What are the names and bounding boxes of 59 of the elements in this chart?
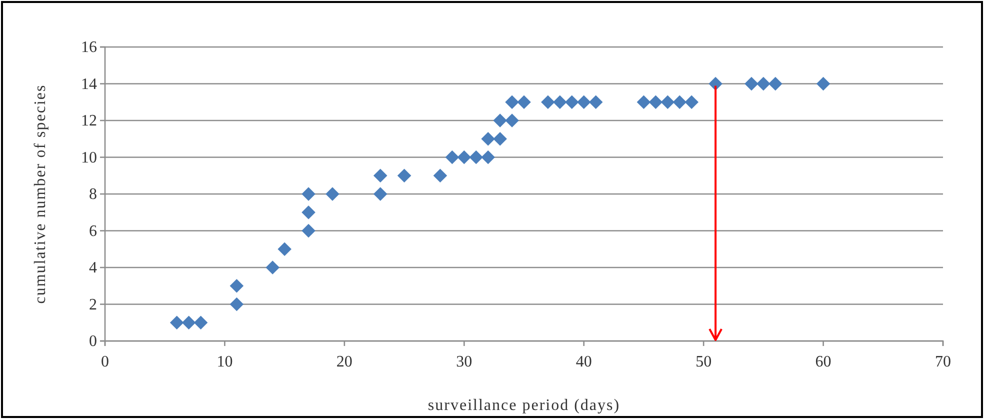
y-tick-label: 10 xyxy=(81,149,97,166)
point xyxy=(768,76,782,91)
x-tick-label: 60 xyxy=(815,354,832,371)
point xyxy=(756,76,770,91)
point xyxy=(182,316,196,330)
point xyxy=(553,95,567,110)
point xyxy=(505,114,519,128)
point xyxy=(433,168,448,183)
point xyxy=(816,76,830,91)
y-tick-label: 14 xyxy=(81,76,97,93)
x-tick-label: 20 xyxy=(336,354,352,371)
point xyxy=(266,260,280,274)
point xyxy=(588,95,603,110)
point xyxy=(648,95,663,110)
point xyxy=(505,95,519,110)
point xyxy=(170,316,184,330)
point xyxy=(278,242,292,256)
point xyxy=(302,187,316,201)
point xyxy=(744,76,758,91)
y-tick-label: 6 xyxy=(89,222,97,240)
x-tick-label: 50 xyxy=(696,354,712,371)
point xyxy=(373,168,388,183)
point xyxy=(517,95,531,110)
y-tick-label: 2 xyxy=(89,296,97,314)
y-tick-label: 12 xyxy=(81,112,97,130)
point xyxy=(481,132,495,146)
x-tick-label: 10 xyxy=(216,354,233,371)
point xyxy=(445,150,460,164)
point xyxy=(457,150,472,164)
x-tick-label: 0 xyxy=(101,354,109,371)
point xyxy=(302,205,316,220)
x-tick-label: 30 xyxy=(456,354,472,371)
point xyxy=(708,76,722,91)
y-tick-label: 4 xyxy=(89,260,97,277)
point xyxy=(684,95,698,110)
point xyxy=(373,187,388,201)
point xyxy=(397,168,412,183)
point xyxy=(230,297,244,312)
y-tick-label: 16 xyxy=(81,39,97,56)
x-tick-label: 40 xyxy=(576,354,592,371)
x-tick-label: 70 xyxy=(935,354,951,371)
point xyxy=(564,95,579,110)
point xyxy=(230,278,244,293)
point xyxy=(469,150,484,164)
point xyxy=(326,187,340,201)
point xyxy=(493,114,507,128)
point xyxy=(636,95,651,110)
point xyxy=(302,224,316,238)
point xyxy=(672,95,687,110)
point xyxy=(493,132,507,146)
x-axis-title: surveillance period (days) xyxy=(428,397,620,414)
point xyxy=(660,95,675,110)
point xyxy=(481,150,495,164)
point xyxy=(194,316,208,330)
y-axis-title: cumulative number of species xyxy=(32,84,49,304)
y-tick-label: 0 xyxy=(89,333,97,350)
y-tick-label: 8 xyxy=(89,186,97,204)
point xyxy=(541,95,555,110)
point xyxy=(576,95,591,110)
